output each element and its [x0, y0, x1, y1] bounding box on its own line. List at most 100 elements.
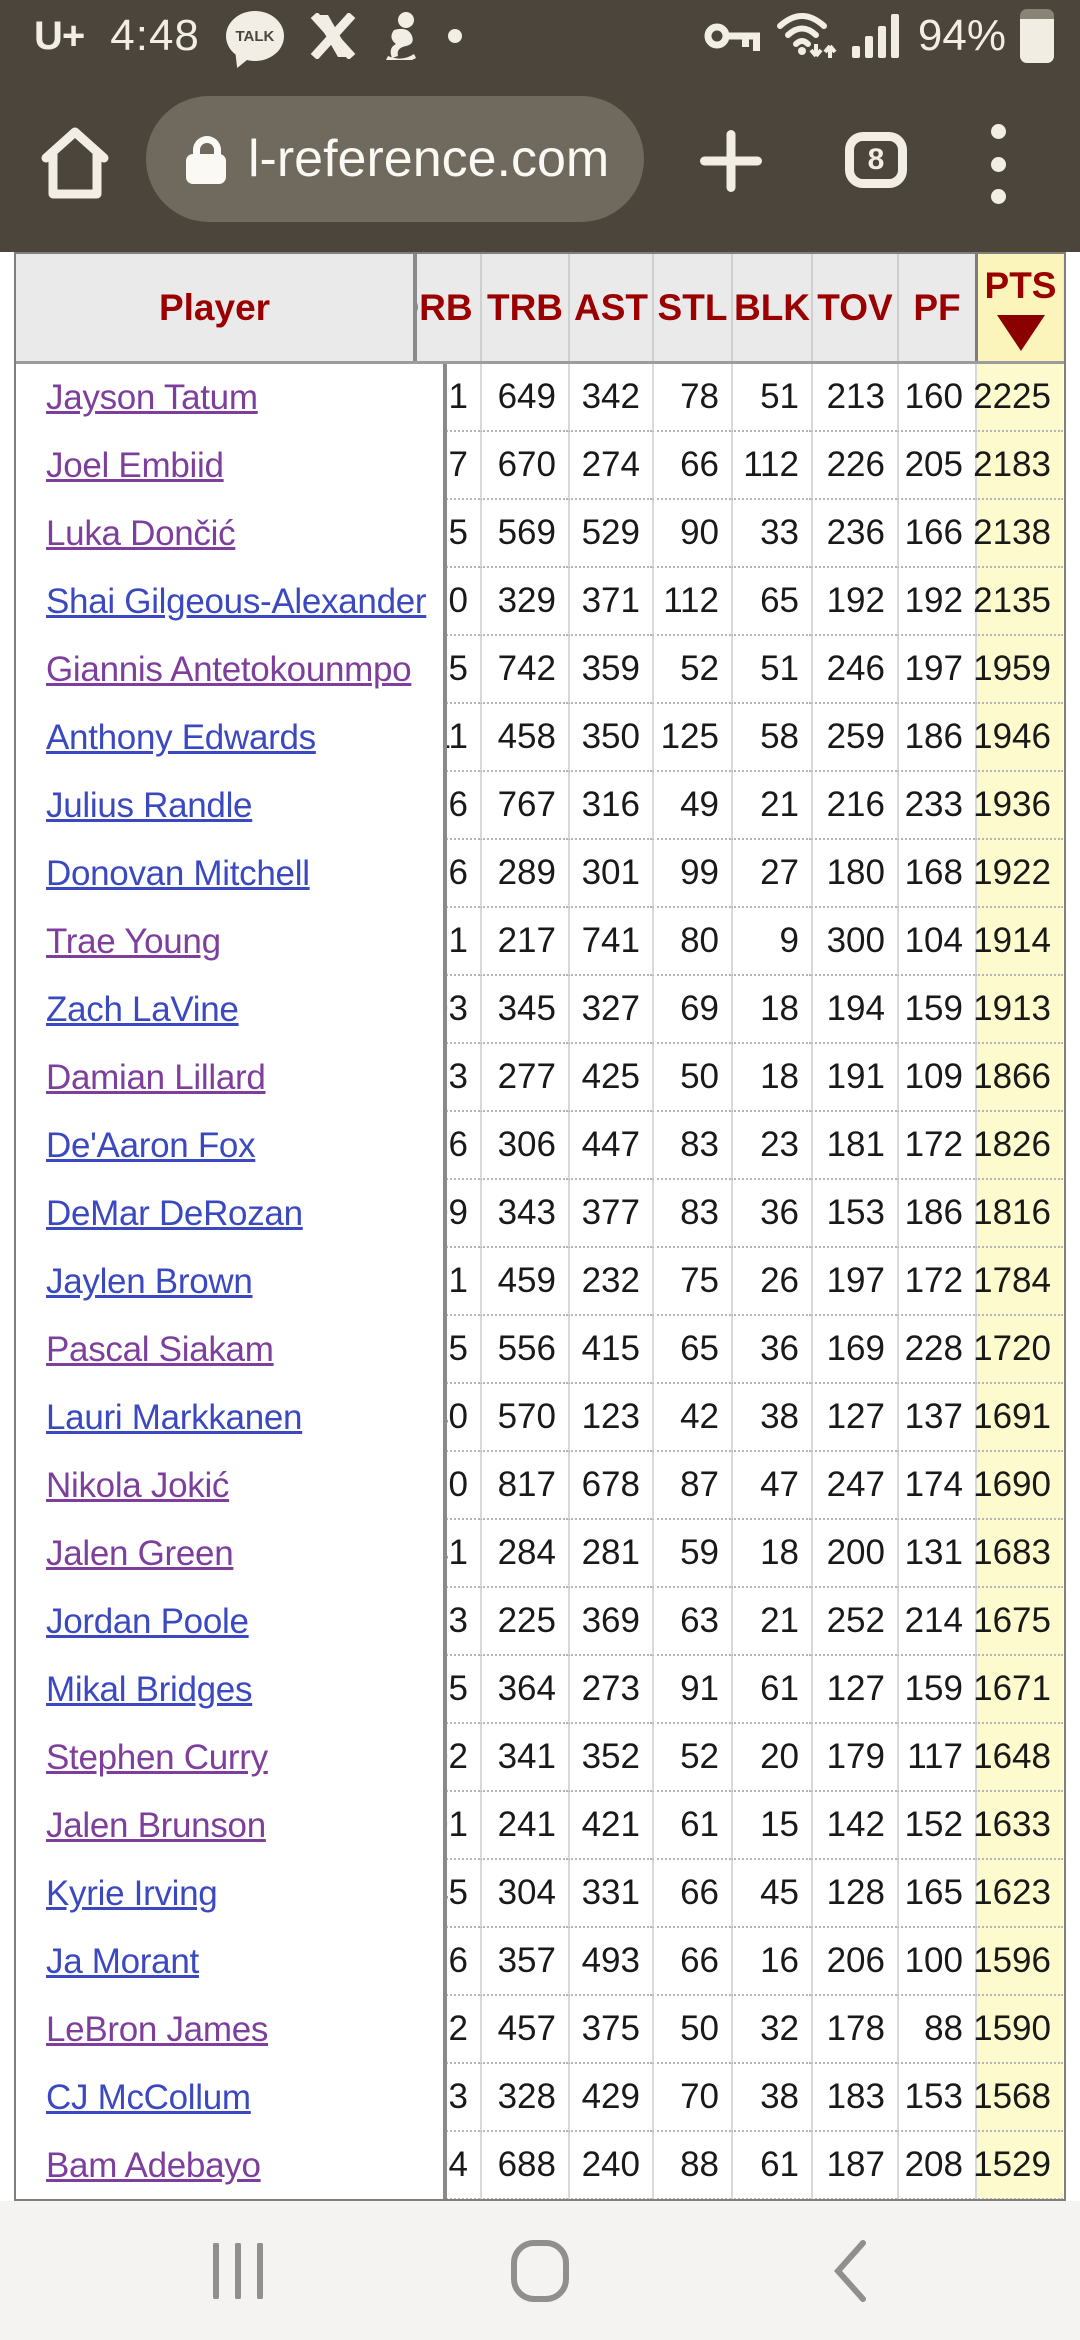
- cell-player: Donovan Mitchell: [16, 840, 447, 910]
- cell-pf: 131: [897, 1520, 975, 1588]
- table-row: 411 458 350 125 58 259 186 1946 Anthony …: [16, 704, 1064, 774]
- browser-home-button[interactable]: [40, 124, 110, 200]
- player-link[interactable]: Jordan Poole: [46, 1602, 249, 1641]
- cell-trb: 306: [480, 1112, 568, 1180]
- player-link[interactable]: Donovan Mitchell: [46, 854, 310, 893]
- cell-pts: 2225: [973, 364, 1063, 432]
- status-bar: U+ 4:48 TALK: [0, 0, 1080, 72]
- column-header-pts-sorted[interactable]: PTS: [975, 254, 1063, 361]
- cell-tov: 200: [811, 1520, 897, 1588]
- column-header-player[interactable]: Player: [16, 254, 417, 361]
- cell-tov: 128: [811, 1860, 897, 1928]
- player-link[interactable]: Jalen Green: [46, 1534, 234, 1573]
- table-row: 161 217 741 80 9 300 104 1914 Trae Young: [16, 908, 1064, 978]
- table-row: 515 569 529 90 33 236 166 2138 Luka Donč…: [16, 500, 1064, 570]
- browser-chrome: U+ 4:48 TALK: [0, 0, 1080, 252]
- recent-apps-button[interactable]: [212, 2242, 264, 2299]
- player-link[interactable]: Mikal Bridges: [46, 1670, 253, 1709]
- player-link[interactable]: Shai Gilgeous-Alexander: [46, 582, 427, 621]
- cell-pts: 1633: [973, 1792, 1063, 1860]
- cell-pf: 159: [897, 1656, 975, 1724]
- column-header-pf[interactable]: PF: [897, 254, 975, 361]
- player-link[interactable]: Pascal Siakam: [46, 1330, 274, 1369]
- table-row: 296 357 493 66 16 206 100 1596 Ja Morant: [16, 1928, 1064, 1998]
- player-link[interactable]: Stephen Curry: [46, 1738, 268, 1777]
- table-row: 285 364 273 91 61 127 159 1671 Mikal Bri…: [16, 1656, 1064, 1726]
- column-header-stl[interactable]: STL: [652, 254, 731, 361]
- cell-blk: 36: [731, 1316, 811, 1384]
- player-link[interactable]: Jalen Brunson: [46, 1806, 266, 1845]
- player-link[interactable]: Ja Morant: [46, 1942, 199, 1981]
- cell-tov: 206: [811, 1928, 897, 1996]
- cell-blk: 15: [731, 1792, 811, 1860]
- cell-ast: 316: [568, 772, 652, 840]
- player-link[interactable]: Jaylen Brown: [46, 1262, 253, 1301]
- column-header-ast[interactable]: AST: [568, 254, 652, 361]
- cell-pf: 109: [897, 1044, 975, 1112]
- cell-tov: 213: [811, 364, 897, 432]
- cell-ast: 359: [568, 636, 652, 704]
- cell-pts: 1648: [973, 1724, 1063, 1792]
- sort-descending-icon: [996, 314, 1045, 351]
- player-link[interactable]: Bam Adebayo: [46, 2146, 261, 2185]
- cell-pts: 1913: [973, 976, 1063, 1044]
- new-tab-button[interactable]: [700, 130, 762, 192]
- player-link[interactable]: Lauri Markkanen: [46, 1398, 303, 1437]
- cell-tov: 153: [811, 1180, 897, 1248]
- cell-pf: 228: [897, 1316, 975, 1384]
- cell-stl: 52: [652, 636, 731, 704]
- table-header-row: DRB TRB AST STL BLK TOV PF PTS Player: [16, 254, 1064, 364]
- table-body: 571 649 342 78 51 213 160 2225 Jayson Ta…: [16, 364, 1064, 2199]
- player-link[interactable]: CJ McCollum: [46, 2078, 251, 2117]
- cell-pf: 117: [897, 1724, 975, 1792]
- column-header-blk[interactable]: BLK: [731, 254, 811, 361]
- cell-pts: 1720: [973, 1316, 1063, 1384]
- cell-stl: 90: [652, 500, 731, 568]
- cell-pts: 1691: [973, 1384, 1063, 1452]
- player-link[interactable]: Joel Embiid: [46, 446, 224, 485]
- cell-trb: 328: [480, 2064, 568, 2132]
- player-link[interactable]: Julius Randle: [46, 786, 253, 825]
- cell-stl: 65: [652, 1316, 731, 1384]
- cell-pf: 159: [897, 976, 975, 1044]
- cell-stl: 88: [652, 2132, 731, 2199]
- player-link[interactable]: Trae Young: [46, 922, 221, 961]
- cell-trb: 364: [480, 1656, 568, 1724]
- cell-pts: 1914: [973, 908, 1063, 976]
- browser-toolbar: l-reference.com 8: [0, 72, 1080, 252]
- cell-blk: 18: [731, 976, 811, 1044]
- cell-pf: 88: [897, 1996, 975, 2064]
- player-link[interactable]: Damian Lillard: [46, 1058, 266, 1097]
- signal-strength-icon: [851, 12, 904, 60]
- player-link[interactable]: LeBron James: [46, 2010, 269, 2049]
- cell-pts: 1568: [973, 2064, 1063, 2132]
- player-link[interactable]: Nikola Jokić: [46, 1466, 230, 1505]
- tab-switcher-button[interactable]: 8: [845, 132, 907, 188]
- player-link[interactable]: Kyrie Irving: [46, 1874, 218, 1913]
- cell-trb: 742: [480, 636, 568, 704]
- back-button[interactable]: [833, 2239, 867, 2302]
- player-link[interactable]: DeMar DeRozan: [46, 1194, 303, 1233]
- cell-tov: 191: [811, 1044, 897, 1112]
- cell-player: Pascal Siakam: [16, 1316, 447, 1386]
- cell-ast: 741: [568, 908, 652, 976]
- column-header-tov[interactable]: TOV: [811, 254, 897, 361]
- url-bar[interactable]: l-reference.com: [146, 96, 644, 222]
- player-link[interactable]: De'Aaron Fox: [46, 1126, 256, 1165]
- cell-blk: 61: [731, 1656, 811, 1724]
- cell-pts: 2135: [973, 568, 1063, 636]
- browser-menu-button[interactable]: [988, 124, 1008, 204]
- player-link[interactable]: Jayson Tatum: [46, 378, 258, 417]
- player-link[interactable]: Luka Dončić: [46, 514, 236, 553]
- cell-pts: 1590: [973, 1996, 1063, 2064]
- cell-blk: 23: [731, 1112, 811, 1180]
- home-button[interactable]: [510, 2239, 570, 2303]
- table-row: 504 688 240 88 61 187 208 1529 Bam Adeba…: [16, 2132, 1064, 2199]
- column-header-trb[interactable]: TRB: [480, 254, 568, 361]
- player-link[interactable]: Giannis Antetokounmpo: [46, 650, 412, 689]
- cell-pts: 1826: [973, 1112, 1063, 1180]
- cell-tov: 183: [811, 2064, 897, 2132]
- player-link[interactable]: Zach LaVine: [46, 990, 239, 1029]
- player-link[interactable]: Anthony Edwards: [46, 718, 316, 757]
- cell-blk: 47: [731, 1452, 811, 1520]
